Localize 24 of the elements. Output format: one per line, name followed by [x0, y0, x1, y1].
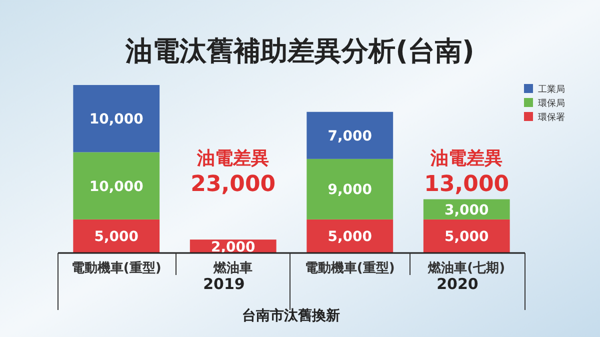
annotation: 23,000	[190, 172, 276, 197]
data-label: 10,000	[89, 178, 144, 195]
text: 2020	[436, 275, 478, 293]
legend-label: 環保署	[538, 112, 565, 123]
data-label: 5,000	[444, 229, 490, 246]
annotation: 油電差異	[196, 148, 270, 169]
x-tick-label: 燃油車	[212, 261, 253, 276]
legend-label: 工業局	[538, 84, 565, 95]
x-tick-label: 電動機車(重型)	[71, 260, 162, 276]
data-label: 3,000	[444, 202, 490, 218]
x-tick-label: 燃油車(七期)	[427, 261, 506, 276]
legend-label: 環保局	[538, 98, 565, 109]
chart-title: 油電汰舊補助差異分析(台南)	[124, 36, 474, 67]
annotation: 13,000	[424, 172, 510, 197]
data-label: 9,000	[328, 182, 372, 198]
text: 2019	[203, 275, 245, 293]
data-label: 5,000	[94, 229, 139, 246]
data-label: 7,000	[328, 128, 372, 144]
data-label: 5,000	[328, 229, 372, 246]
data-label: 2,000	[210, 239, 256, 256]
x-tick-label: 電動機車(重型)	[304, 260, 395, 276]
annotation: 油電差異	[430, 148, 503, 169]
text: 台南市汰舊換新	[242, 307, 340, 324]
data-label: 10,000	[89, 112, 144, 128]
